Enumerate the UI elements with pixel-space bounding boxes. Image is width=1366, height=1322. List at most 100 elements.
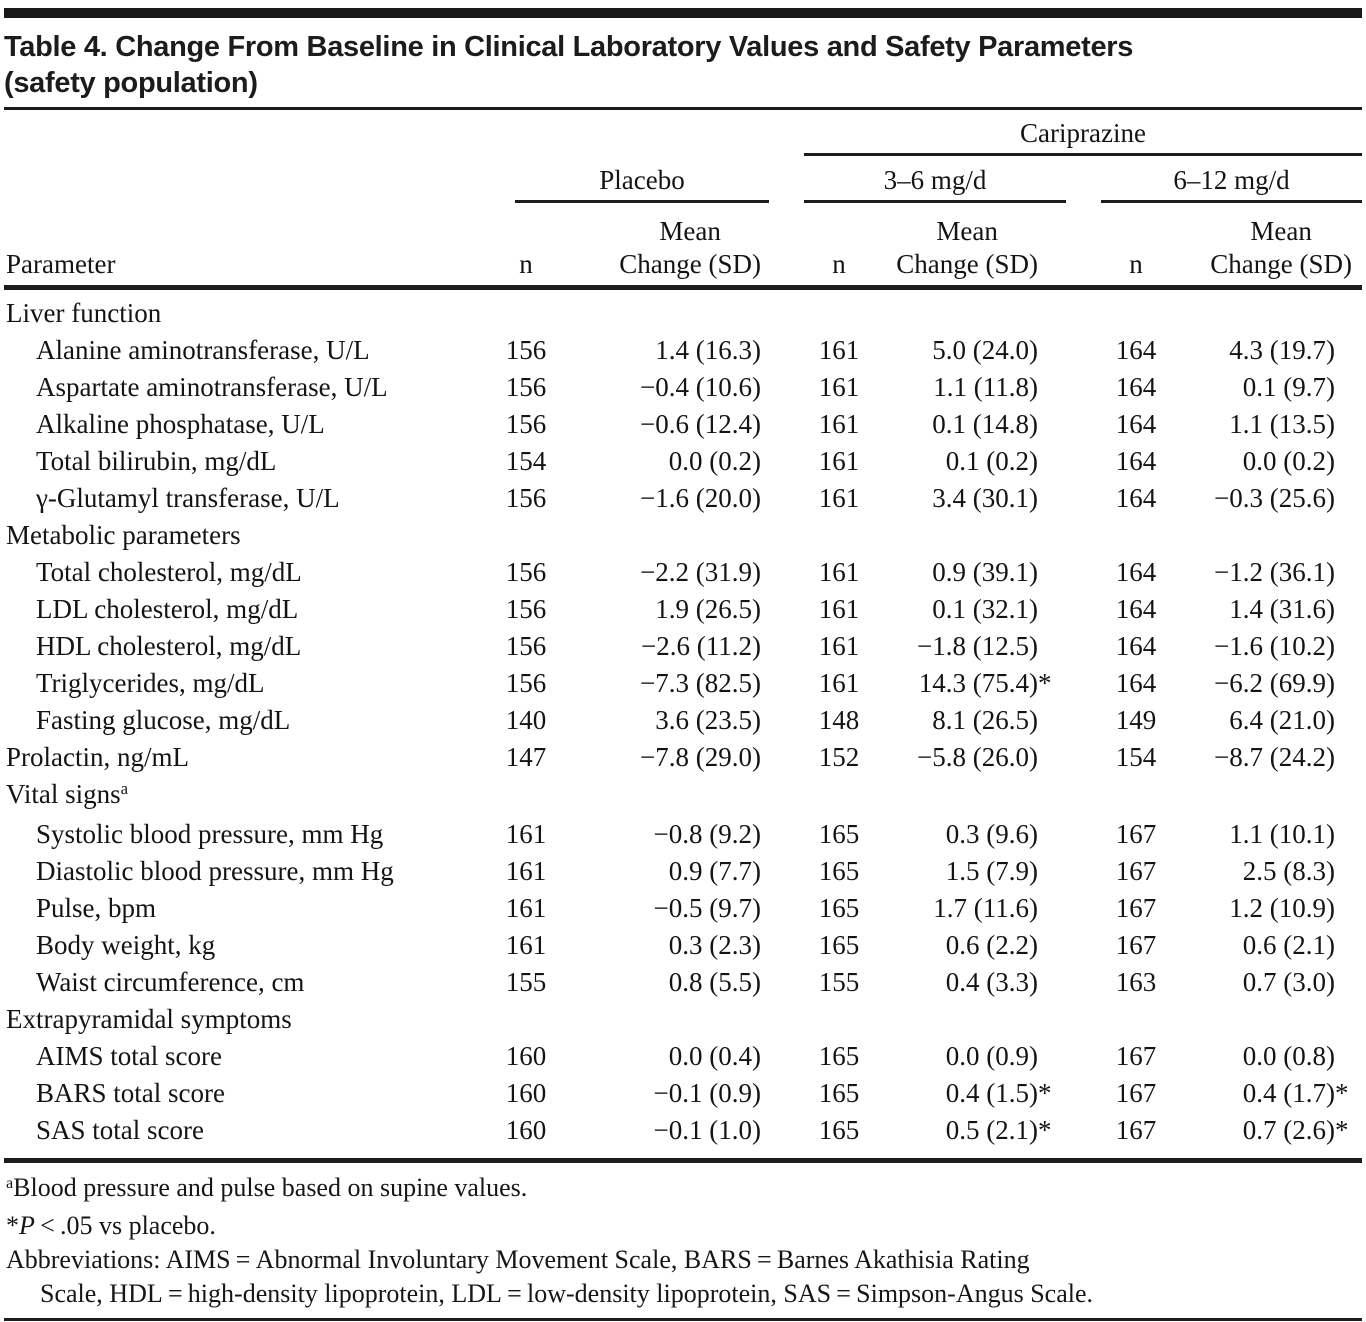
parameter-label: Diastolic blood pressure, mm Hg: [36, 855, 394, 886]
mean-change-value: −0.3 (25.6): [1214, 482, 1335, 513]
mean-change-value: 0.6 (2.2): [945, 929, 1038, 960]
n-value: 167: [1115, 1077, 1157, 1108]
column-gap: [1066, 1112, 1101, 1149]
n-value: 156: [505, 667, 547, 698]
column-gap: [769, 628, 804, 665]
mean-change-value: 1.4 (16.3): [655, 334, 761, 365]
mean-change-value: 0.7 (2.6)*: [1242, 1114, 1349, 1145]
parameter-label: Aspartate aminotransferase, U/L: [36, 371, 388, 402]
n-value: 163: [1115, 966, 1157, 997]
column-gap: [1066, 628, 1101, 665]
mean-change-value: −0.5 (9.7): [653, 892, 761, 923]
column-gap: [769, 1075, 804, 1112]
mean-change-value: 1.4 (31.6): [1229, 593, 1335, 624]
n-value: 164: [1115, 593, 1157, 624]
n-value: 156: [505, 334, 547, 365]
n-value: 164: [1115, 371, 1157, 402]
mean-change-value: 0.0 (0.2): [1242, 445, 1335, 476]
column-gap: [769, 1038, 804, 1075]
data-row: Pulse, bpm 161 −0.5 (9.7) 165 1.7 (11.6) 167 1…: [4, 890, 1362, 927]
column-header-3-6mgd: 3–6 mg/d: [804, 164, 1066, 203]
mean-change-value: −1.2 (36.1): [1214, 556, 1335, 587]
data-row: Total cholesterol, mg/dL 156 −2.2 (31.9) 16…: [4, 554, 1362, 591]
data-row: BARS total score 160 −0.1 (0.9) 165 0.4 (1.5…: [4, 1075, 1362, 1112]
n-value: 161: [505, 892, 547, 923]
n-value: 156: [505, 371, 547, 402]
column-gap: [769, 332, 804, 369]
parameter-label: SAS total score: [36, 1114, 204, 1145]
mean-change-value: −5.8 (26.0): [917, 741, 1038, 772]
top-rule: [4, 8, 1362, 18]
column-gap: [1066, 853, 1101, 890]
n-value: 156: [505, 593, 547, 624]
mean-change-value: −0.4 (10.6): [640, 371, 761, 402]
footnote: *P < .05 vs placebo.: [6, 1210, 216, 1240]
column-header-6-12mgd: 6–12 mg/d: [1101, 164, 1362, 203]
data-row: Waist circumference, cm 155 0.8 (5.5) 155 0.…: [4, 964, 1362, 1001]
column-gap: [1066, 591, 1101, 628]
mean-change-value: 6.4 (21.0): [1229, 704, 1335, 735]
column-gap: [1066, 702, 1101, 739]
section-label: Metabolic parameters: [6, 519, 241, 550]
mean-change-value: −6.2 (69.9): [1214, 667, 1335, 698]
column-gap: [769, 739, 804, 776]
n-value: 164: [1115, 408, 1157, 439]
mean-change-value: 1.7 (11.6): [933, 892, 1038, 923]
row-filler: [490, 1001, 1362, 1038]
column-gap: [1066, 927, 1101, 964]
data-row: LDL cholesterol, mg/dL 156 1.9 (26.5) 161 0.…: [4, 591, 1362, 628]
parameter-label: HDL cholesterol, mg/dL: [36, 630, 302, 661]
row-filler: [490, 776, 1362, 816]
mean-change-value: −8.7 (24.2): [1214, 741, 1335, 772]
mean-change-value: 0.1 (32.1): [932, 593, 1038, 624]
parameter-label: Triglycerides, mg/dL: [36, 667, 265, 698]
mean-change-value: 0.3 (2.3): [668, 929, 761, 960]
column-gap: [1066, 406, 1101, 443]
column-gap: [769, 369, 804, 406]
n-value: 165: [818, 1040, 860, 1071]
parameter-label: Alanine aminotransferase, U/L: [36, 334, 370, 365]
parameter-label: Fasting glucose, mg/dL: [36, 704, 291, 735]
data-row: Systolic blood pressure, mm Hg 161 −0.8 (9…: [4, 816, 1362, 853]
n-value: 167: [1115, 1114, 1157, 1145]
n-value: 156: [505, 630, 547, 661]
n-value: 161: [818, 667, 860, 698]
mean-change-value: 0.9 (39.1): [932, 556, 1038, 587]
n-value: 165: [818, 892, 860, 923]
row-filler: [490, 287, 1362, 332]
mean-change-value: 0.0 (0.2): [668, 445, 761, 476]
mean-change-value: 2.5 (8.3): [1242, 855, 1335, 886]
n-column-header: n: [1101, 203, 1171, 290]
mean-change-value: 1.9 (26.5): [655, 593, 761, 624]
table-title-line1: Table 4. Change From Baseline in Clinica…: [4, 31, 1134, 63]
parameter-label: AIMS total score: [36, 1040, 222, 1071]
mean-change-value: −7.8 (29.0): [640, 741, 761, 772]
parameter-label: Pulse, bpm: [36, 892, 157, 923]
n-value: 167: [1115, 929, 1157, 960]
n-value: 161: [818, 334, 860, 365]
n-value: 149: [1115, 704, 1157, 735]
n-value: 161: [818, 371, 860, 402]
mean-change-value: 3.4 (30.1): [932, 482, 1038, 513]
mean-change-value: −0.8 (9.2): [653, 818, 761, 849]
n-value: 155: [505, 966, 547, 997]
mean-change-value: −1.6 (20.0): [640, 482, 761, 513]
table-title: Table 4. Change From Baseline in Clinica…: [4, 29, 1362, 101]
n-value: 161: [818, 482, 860, 513]
data-row: HDL cholesterol, mg/dL 156 −2.6 (11.2) 161 −…: [4, 628, 1362, 665]
parameter-label: Body weight, kg: [36, 929, 216, 960]
mean-change-value: 1.2 (10.9): [1229, 892, 1335, 923]
column-gap: [1066, 964, 1101, 1001]
n-value: 161: [505, 855, 547, 886]
column-gap: [769, 1112, 804, 1149]
parameter-label: Prolactin, ng/mL: [6, 741, 189, 772]
mean-change-value: 0.1 (9.7): [1242, 371, 1335, 402]
column-gap: [769, 554, 804, 591]
column-gap: [1066, 332, 1101, 369]
n-value: 161: [818, 593, 860, 624]
footnotes: aBlood pressure and pulse based on supin…: [4, 1157, 1362, 1311]
mean-change-value: 1.5 (7.9): [945, 855, 1038, 886]
mean-change-value: 5.0 (24.0): [932, 334, 1038, 365]
n-value: 167: [1115, 855, 1157, 886]
